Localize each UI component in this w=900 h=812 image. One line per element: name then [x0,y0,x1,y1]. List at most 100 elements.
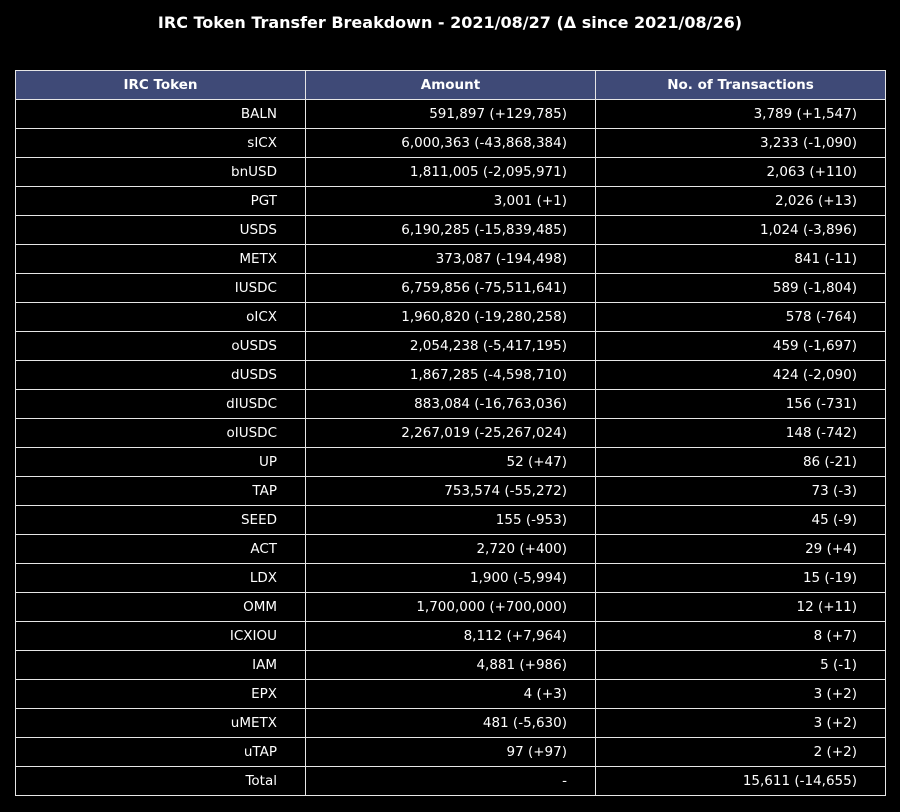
column-header-irc-token: IRC Token [15,70,306,100]
transactions-cell: 3,789 (+1,547) [595,99,886,129]
transactions-cell: 15 (-19) [595,563,886,593]
transactions-cell: 8 (+7) [595,621,886,651]
table-row: IAM 4,881 (+986) 5 (-1) [15,650,886,680]
amount-cell: 1,900 (-5,994) [305,563,596,593]
token-cell: LDX [15,563,306,593]
token-cell: EPX [15,679,306,709]
amount-cell: 1,867,285 (-4,598,710) [305,360,596,390]
table-row: IUSDC 6,759,856 (-75,511,641) 589 (-1,804) [15,273,886,303]
table-row: OMM 1,700,000 (+700,000) 12 (+11) [15,592,886,622]
transactions-cell: 148 (-742) [595,418,886,448]
transactions-cell: 73 (-3) [595,476,886,506]
table-row: bnUSD 1,811,005 (-2,095,971) 2,063 (+110) [15,157,886,187]
token-cell: sICX [15,128,306,158]
amount-cell: - [305,766,596,796]
amount-cell: 2,054,238 (-5,417,195) [305,331,596,361]
table-row: uMETX 481 (-5,630) 3 (+2) [15,708,886,738]
token-cell: SEED [15,505,306,535]
table-row: UP 52 (+47) 86 (-21) [15,447,886,477]
table-row: oICX 1,960,820 (-19,280,258) 578 (-764) [15,302,886,332]
amount-cell: 97 (+97) [305,737,596,767]
table-row: oUSDS 2,054,238 (-5,417,195) 459 (-1,697) [15,331,886,361]
table-row: EPX 4 (+3) 3 (+2) [15,679,886,709]
table-row: USDS 6,190,285 (-15,839,485) 1,024 (-3,896… [15,215,886,245]
table-row: oIUSDC 2,267,019 (-25,267,024) 148 (-742) [15,418,886,448]
amount-cell: 1,700,000 (+700,000) [305,592,596,622]
token-cell: TAP [15,476,306,506]
chart-title: IRC Token Transfer Breakdown - 2021/08/2… [157,13,743,32]
table-row: SEED 155 (-953) 45 (-9) [15,505,886,535]
transactions-cell: 15,611 (-14,655) [595,766,886,796]
table-row: LDX 1,900 (-5,994) 15 (-19) [15,563,886,593]
amount-cell: 373,087 (-194,498) [305,244,596,274]
amount-cell: 4 (+3) [305,679,596,709]
amount-cell: 6,190,285 (-15,839,485) [305,215,596,245]
transactions-cell: 1,024 (-3,896) [595,215,886,245]
table-row: ICXIOU 8,112 (+7,964) 8 (+7) [15,621,886,651]
transactions-cell: 29 (+4) [595,534,886,564]
token-cell: bnUSD [15,157,306,187]
table-row: dIUSDC 883,084 (-16,763,036) 156 (-731) [15,389,886,419]
table-row: BALN 591,897 (+129,785) 3,789 (+1,547) [15,99,886,129]
token-cell: uTAP [15,737,306,767]
column-header-amount: Amount [305,70,596,100]
transactions-cell: 578 (-764) [595,302,886,332]
transactions-cell: 459 (-1,697) [595,331,886,361]
transactions-cell: 2 (+2) [595,737,886,767]
table-row: PGT 3,001 (+1) 2,026 (+13) [15,186,886,216]
transactions-cell: 2,063 (+110) [595,157,886,187]
token-cell: USDS [15,215,306,245]
token-cell: Total [15,766,306,796]
amount-cell: 753,574 (-55,272) [305,476,596,506]
amount-cell: 2,720 (+400) [305,534,596,564]
token-cell: METX [15,244,306,274]
amount-cell: 2,267,019 (-25,267,024) [305,418,596,448]
token-cell: BALN [15,99,306,129]
token-cell: IAM [15,650,306,680]
transactions-cell: 12 (+11) [595,592,886,622]
transactions-cell: 2,026 (+13) [595,186,886,216]
token-cell: ACT [15,534,306,564]
transactions-cell: 3,233 (-1,090) [595,128,886,158]
amount-cell: 6,000,363 (-43,868,384) [305,128,596,158]
transactions-cell: 45 (-9) [595,505,886,535]
amount-cell: 3,001 (+1) [305,186,596,216]
amount-cell: 481 (-5,630) [305,708,596,738]
transactions-cell: 3 (+2) [595,708,886,738]
transactions-cell: 589 (-1,804) [595,273,886,303]
token-cell: dUSDS [15,360,306,390]
token-cell: ICXIOU [15,621,306,651]
token-cell: OMM [15,592,306,622]
table-row: ACT 2,720 (+400) 29 (+4) [15,534,886,564]
transactions-cell: 841 (-11) [595,244,886,274]
table-row: METX 373,087 (-194,498) 841 (-11) [15,244,886,274]
amount-cell: 1,960,820 (-19,280,258) [305,302,596,332]
amount-cell: 883,084 (-16,763,036) [305,389,596,419]
token-cell: uMETX [15,708,306,738]
amount-cell: 1,811,005 (-2,095,971) [305,157,596,187]
token-cell: oIUSDC [15,418,306,448]
table-row: dUSDS 1,867,285 (-4,598,710) 424 (-2,090) [15,360,886,390]
transactions-cell: 3 (+2) [595,679,886,709]
transactions-cell: 156 (-731) [595,389,886,419]
token-cell: oUSDS [15,331,306,361]
transactions-cell: 424 (-2,090) [595,360,886,390]
table-row: TAP 753,574 (-55,272) 73 (-3) [15,476,886,506]
table-row: uTAP 97 (+97) 2 (+2) [15,737,886,767]
token-cell: UP [15,447,306,477]
amount-cell: 155 (-953) [305,505,596,535]
header-row: IRC Token Amount No. of Transactions [15,70,886,100]
column-header-transactions: No. of Transactions [595,70,886,100]
token-cell: PGT [15,186,306,216]
transactions-cell: 5 (-1) [595,650,886,680]
token-cell: IUSDC [15,273,306,303]
amount-cell: 6,759,856 (-75,511,641) [305,273,596,303]
token-cell: oICX [15,302,306,332]
total-row: Total -15,611 (-14,655) [15,766,886,796]
table-row: sICX 6,000,363 (-43,868,384) 3,233 (-1,090… [15,128,886,158]
amount-cell: 8,112 (+7,964) [305,621,596,651]
transactions-cell: 86 (-21) [595,447,886,477]
amount-cell: 591,897 (+129,785) [305,99,596,129]
token-transfer-table: IRC Token Amount No. of Transactions BAL… [15,70,886,796]
amount-cell: 4,881 (+986) [305,650,596,680]
